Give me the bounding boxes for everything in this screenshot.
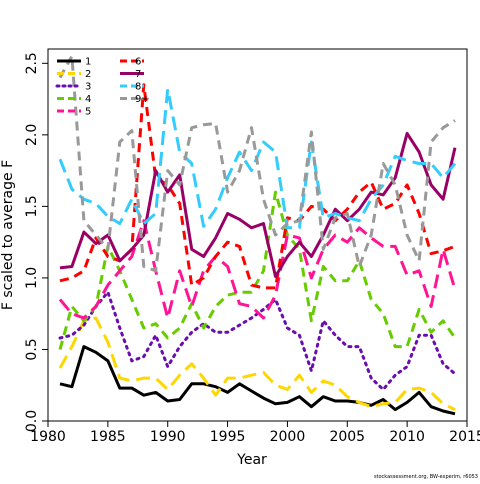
legend-label-4: 4 <box>85 94 91 105</box>
legend-label-5: 5 <box>85 107 91 118</box>
x-tick-label-1985: 1985 <box>90 429 126 445</box>
x-tick-label-1980: 1980 <box>30 429 66 445</box>
series-line-2 <box>58 316 456 411</box>
x-axis-title: Year <box>236 452 267 468</box>
y-tick-label-0: 0.0 <box>24 410 40 432</box>
x-axis: 1980 1985 1990 1995 2000 2005 2010 2015 <box>30 421 480 445</box>
y-axis-title: F scaled to average F <box>0 160 16 310</box>
legend-label-7: 7 <box>135 69 141 80</box>
series-layer <box>58 54 457 416</box>
legend-label-9plus: 9+ <box>135 94 150 105</box>
series-line-4 <box>58 190 457 350</box>
series-line-5 <box>58 219 457 320</box>
x-tick-label-1990: 1990 <box>150 429 186 445</box>
legend-label-8: 8 <box>135 82 141 93</box>
series-line-7 <box>59 131 457 278</box>
x-tick-label-1995: 1995 <box>210 429 246 445</box>
plot-frame <box>47 48 468 422</box>
legend: 12 34 5 67 89+ <box>55 57 150 118</box>
series-line-9plus <box>58 54 456 273</box>
y-tick-label-3: 1.5 <box>24 195 40 217</box>
x-tick-label-2005: 2005 <box>329 429 365 445</box>
legend-label-1: 1 <box>85 57 91 68</box>
y-tick-label-2: 1.0 <box>24 267 40 289</box>
y-tick-label-1: 0.5 <box>24 338 40 360</box>
x-tick-label-2000: 2000 <box>270 429 306 445</box>
y-tick-label-4: 2.0 <box>24 124 40 146</box>
series-line-6 <box>59 83 456 290</box>
y-tick-label-5: 2.5 <box>24 52 40 74</box>
legend-label-3: 3 <box>85 82 91 93</box>
x-tick-label-2015: 2015 <box>449 429 480 445</box>
legend-label-6: 6 <box>135 57 141 68</box>
legend-label-2: 2 <box>85 69 91 80</box>
x-tick-label-2010: 2010 <box>389 429 425 445</box>
y-axis: 0.0 0.5 1.0 1.5 2.0 2.5 <box>24 52 48 432</box>
footer-credit: stockassessment.org, BW-experim, r6053 <box>374 474 478 480</box>
